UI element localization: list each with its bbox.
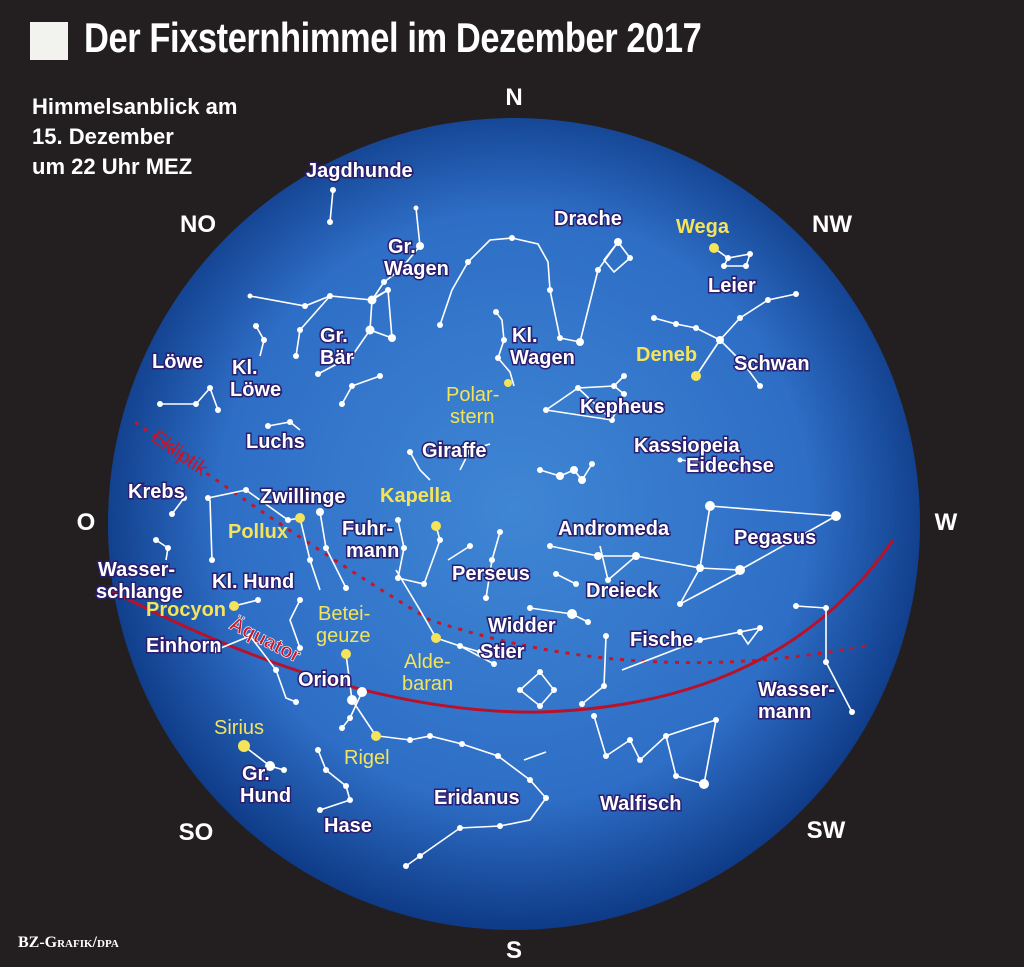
constellation-label: Luchs bbox=[246, 431, 305, 453]
constellation-label: Kassiopeia bbox=[634, 435, 740, 457]
constellation-label: Hase bbox=[324, 815, 372, 837]
constellation-label: Löwe bbox=[152, 351, 203, 373]
compass-labels: N NW W SW S SO O NO bbox=[77, 84, 958, 964]
title-square-icon bbox=[30, 22, 68, 60]
star-icon-sirius bbox=[238, 740, 250, 752]
constellation-label: Zwillinge bbox=[260, 486, 346, 508]
constellation-label: Gr. Bär bbox=[320, 325, 354, 369]
constellation-label: Widder bbox=[488, 615, 556, 637]
star-icon-pollux bbox=[295, 513, 305, 523]
ecliptic-line bbox=[134, 420, 871, 665]
star-label: Pollux bbox=[228, 521, 288, 543]
star-label: Sirius bbox=[214, 717, 264, 739]
constellation-label: Drache bbox=[554, 208, 622, 230]
star-icon-beteigeuze bbox=[341, 649, 351, 659]
constellation-label: Gr. Wagen bbox=[384, 236, 449, 280]
constellation-label: Walfisch bbox=[600, 793, 682, 815]
constellation-label: Andromeda bbox=[558, 518, 670, 540]
star-icon-deneb bbox=[691, 371, 701, 381]
constellation-label: Kl. Hund bbox=[212, 571, 294, 593]
star-label: Rigel bbox=[344, 747, 390, 769]
constellation-label: Orion bbox=[298, 669, 351, 691]
constellation-label: Einhorn bbox=[146, 635, 222, 657]
constellation-label: Perseus bbox=[452, 563, 530, 585]
subtitle-line: 15. Dezember bbox=[32, 124, 174, 149]
star-icon-wega bbox=[709, 243, 719, 253]
constellation-label: Pegasus bbox=[734, 527, 816, 549]
constellation-label: Dreieck bbox=[586, 580, 659, 602]
constellation-label: Giraffe bbox=[422, 440, 486, 462]
constellation-label: Kepheus bbox=[580, 396, 664, 418]
constellation-label: Gr. Hund bbox=[240, 763, 291, 807]
direction-n: N bbox=[505, 84, 522, 111]
page-title: Der Fixsternhimmel im Dezember 2017 bbox=[84, 14, 702, 61]
constellation-label: Krebs bbox=[128, 481, 185, 503]
constellation-label: Wasser-mann bbox=[758, 679, 835, 723]
constellation-label: Jagdhunde bbox=[306, 160, 413, 182]
direction-s: S bbox=[506, 937, 522, 964]
star-label: Kapella bbox=[380, 485, 452, 507]
direction-no: NO bbox=[180, 211, 216, 238]
subtitle: Himmelsanblick am 15. Dezember um 22 Uhr… bbox=[32, 92, 237, 182]
star-icon-aldebaran bbox=[431, 633, 441, 643]
direction-o: O bbox=[77, 509, 96, 536]
star-dots bbox=[153, 187, 855, 869]
star-label: Betei-geuze bbox=[316, 603, 371, 647]
constellation-labels: Jagdhunde Gr. Wagen Drache Leier Gr. Bär K… bbox=[95, 159, 837, 839]
star-icon-rigel bbox=[371, 731, 381, 741]
subtitle-line: Himmelsanblick am bbox=[32, 94, 238, 119]
constellation-label: Kl. Wagen bbox=[510, 325, 575, 369]
sky-disc bbox=[108, 118, 920, 930]
bright-stars bbox=[229, 243, 719, 752]
star-label: Deneb bbox=[636, 344, 697, 366]
constellation-label: Schwan bbox=[734, 353, 810, 375]
constellation-label: Wasser-schlange bbox=[96, 559, 183, 603]
star-icon-kapella bbox=[431, 521, 441, 531]
star-icon-polarstern bbox=[504, 379, 512, 387]
constellation-label: Kl. Löwe bbox=[230, 357, 281, 401]
star-label: Alde-baran bbox=[402, 651, 453, 695]
constellation-label: Fische bbox=[630, 629, 693, 651]
constellation-label: Leier bbox=[708, 275, 756, 297]
subtitle-line: um 22 Uhr MEZ bbox=[32, 154, 193, 179]
constellation-label: Eridanus bbox=[434, 787, 520, 809]
direction-so: SO bbox=[179, 819, 214, 846]
star-label: Wega bbox=[676, 216, 730, 238]
constellation-label: Eidechse bbox=[686, 455, 774, 477]
constellation-label: Stier bbox=[480, 641, 525, 663]
star-icon-procyon bbox=[229, 601, 239, 611]
credit: BZ-Grafik/dpa bbox=[18, 934, 119, 951]
direction-nw: NW bbox=[812, 211, 852, 238]
star-labels: Wega Deneb Polar-stern Kapella Pollux Pr… bbox=[146, 216, 730, 769]
constellation-label: Fuhr-mann bbox=[342, 518, 399, 562]
equator-line bbox=[109, 539, 895, 714]
constellation-lines bbox=[155, 189, 853, 867]
star-label: Polar-stern bbox=[446, 384, 499, 428]
direction-w: W bbox=[935, 509, 958, 536]
direction-sw: SW bbox=[807, 817, 846, 844]
star-label: Procyon bbox=[146, 599, 226, 621]
